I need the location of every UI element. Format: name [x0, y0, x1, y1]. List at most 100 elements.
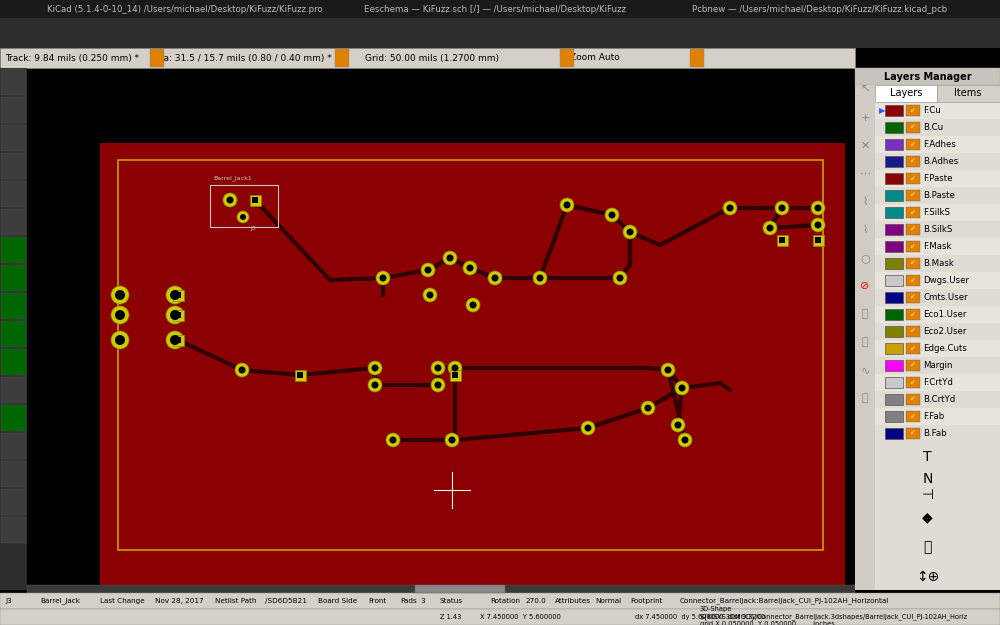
Bar [812, 234, 824, 246]
Circle shape [368, 361, 382, 375]
Circle shape [115, 335, 125, 345]
Text: Netlist Path: Netlist Path [215, 598, 256, 604]
Bar [906, 394, 920, 405]
Text: 3: 3 [420, 598, 425, 604]
Bar [0, 609, 1000, 625]
Bar [906, 122, 920, 133]
Circle shape [380, 274, 386, 281]
Circle shape [492, 274, 498, 281]
Bar [885, 105, 903, 116]
Circle shape [166, 331, 184, 349]
Circle shape [723, 201, 737, 215]
Bar [906, 360, 920, 371]
Text: F.Fab: F.Fab [923, 412, 944, 421]
Bar [937, 85, 1000, 102]
Text: Last Change: Last Change [100, 598, 145, 604]
Bar [560, 49, 574, 67]
Bar [855, 85, 875, 590]
Bar [175, 312, 181, 318]
Bar [1, 265, 26, 291]
Bar [875, 187, 1000, 204]
Circle shape [533, 271, 547, 285]
Text: Connector_BarrelJack:BarrelJack_CUI_PJ-102AH_Horizontal: Connector_BarrelJack:BarrelJack_CUI_PJ-1… [680, 598, 889, 604]
Circle shape [682, 436, 688, 444]
Circle shape [445, 433, 459, 447]
Circle shape [431, 378, 445, 392]
Bar [875, 153, 1000, 170]
Bar [885, 173, 903, 184]
Text: N
⊣: N ⊣ [921, 472, 934, 502]
Bar [1, 349, 26, 375]
Bar [885, 428, 903, 439]
Text: ✓: ✓ [910, 431, 916, 436]
Text: Barrel_Jack: Barrel_Jack [40, 598, 80, 604]
Text: ⌒: ⌒ [862, 393, 868, 403]
Text: dx 7.450000  dy 5.600000  dist 9.3200: dx 7.450000 dy 5.600000 dist 9.3200 [635, 614, 765, 620]
Circle shape [814, 221, 822, 229]
Bar [1, 69, 26, 95]
Circle shape [678, 384, 686, 391]
Bar [1, 377, 26, 403]
Bar [335, 49, 349, 67]
Circle shape [811, 218, 825, 232]
Text: ${KISYS3DMOD}/Connector_BarrelJack.3dshapes/BarrelJack_CUI_PJ-102AH_Horiz: ${KISYS3DMOD}/Connector_BarrelJack.3dsha… [700, 614, 968, 621]
Text: ○: ○ [860, 253, 870, 263]
Bar [885, 394, 903, 405]
Text: Pcbnew — /Users/michael/Desktop/KiFuzz/KiFuzz.kicad_pcb: Pcbnew — /Users/michael/Desktop/KiFuzz/K… [692, 4, 948, 14]
Text: Margin: Margin [923, 361, 952, 370]
Text: KiCad (5.1.4-0-10_14) /Users/michael/Desktop/KiFuzz/KiFuzz.pro: KiCad (5.1.4-0-10_14) /Users/michael/Des… [47, 4, 323, 14]
Circle shape [223, 193, 237, 207]
Text: F.CrtYd: F.CrtYd [923, 378, 953, 387]
Text: ✓: ✓ [910, 362, 916, 369]
Text: B.Cu: B.Cu [923, 123, 943, 132]
Text: Z 1.43: Z 1.43 [440, 614, 461, 620]
Text: Zoom Auto: Zoom Auto [570, 54, 620, 62]
Circle shape [166, 286, 184, 304]
Bar [252, 198, 258, 202]
Bar [906, 241, 920, 252]
Text: Grid: 50.00 mils (1.2700 mm): Grid: 50.00 mils (1.2700 mm) [365, 54, 499, 62]
Text: Eco2.User: Eco2.User [923, 327, 966, 336]
Circle shape [664, 366, 672, 374]
Bar [906, 173, 920, 184]
Circle shape [426, 291, 434, 299]
Circle shape [560, 198, 574, 212]
Bar [906, 258, 920, 269]
Bar [875, 408, 1000, 425]
Bar [906, 139, 920, 150]
Circle shape [423, 288, 437, 302]
Bar [779, 238, 785, 242]
Circle shape [623, 225, 637, 239]
Bar [415, 585, 505, 593]
Bar [875, 102, 1000, 119]
Bar [885, 326, 903, 337]
Bar [875, 221, 1000, 238]
Bar [118, 160, 823, 550]
Text: ⋯: ⋯ [859, 169, 871, 179]
Text: Footprint: Footprint [630, 598, 662, 604]
Bar [1, 489, 26, 515]
Text: ✕: ✕ [860, 141, 870, 151]
Circle shape [608, 211, 616, 219]
Text: Attributes: Attributes [555, 598, 591, 604]
Circle shape [372, 381, 378, 389]
Bar [885, 224, 903, 235]
Bar [0, 18, 1000, 48]
Bar [885, 241, 903, 252]
Circle shape [811, 201, 825, 215]
Text: Edge.Cuts: Edge.Cuts [923, 344, 967, 353]
Bar [875, 170, 1000, 187]
Bar [1, 293, 26, 319]
Circle shape [237, 211, 249, 223]
Bar [0, 593, 1000, 609]
Text: B.SilkS: B.SilkS [923, 225, 952, 234]
Circle shape [170, 310, 180, 320]
Circle shape [605, 208, 619, 222]
Circle shape [767, 224, 774, 231]
Circle shape [814, 204, 822, 211]
Circle shape [240, 214, 246, 220]
Circle shape [463, 261, 477, 275]
Text: Pads: Pads [400, 598, 417, 604]
Bar [875, 306, 1000, 323]
Text: grid X 0.050000  Y 0.050000        Inches: grid X 0.050000 Y 0.050000 Inches [700, 621, 835, 625]
